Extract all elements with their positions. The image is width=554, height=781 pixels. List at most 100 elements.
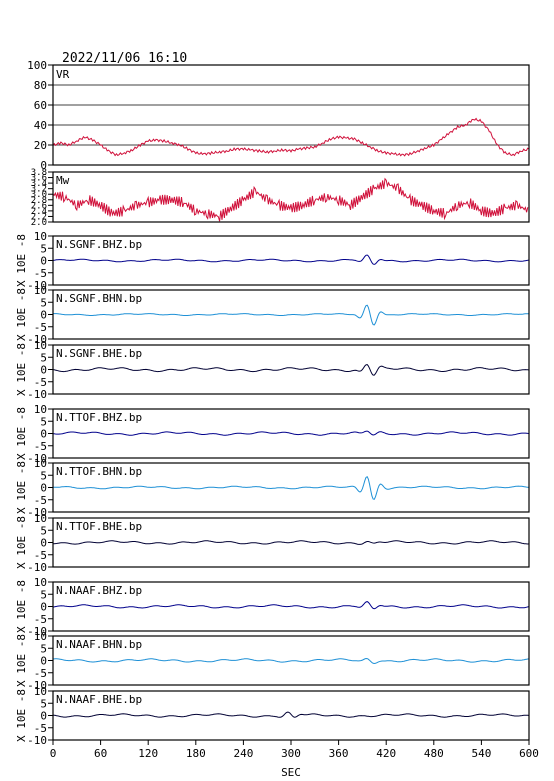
waveform-7-scale-label: X 10E -8 [15, 634, 28, 687]
waveform-8-trace [52, 711, 530, 718]
waveform-8-label: N.NAAF.BHE.bp [56, 693, 142, 706]
waveform-2-label: N.SGNF.BHE.bp [56, 347, 142, 360]
mw-ytick-label: 3.0 [31, 190, 47, 200]
waveform-4-ytick-label: -5 [34, 494, 47, 507]
vr-ytick-label: 80 [34, 79, 47, 92]
waveform-6-ytick-label: 10 [34, 576, 47, 589]
waveform-4-ytick-label: 0 [40, 482, 47, 495]
waveform-2-trace [52, 364, 530, 376]
mw-ytick-label: 3.6 [31, 174, 47, 184]
waveform-6-ytick-label: 0 [40, 601, 47, 614]
mw-ytick-label: 3.8 [31, 168, 47, 178]
waveform-5-ytick-label: -10 [27, 561, 47, 574]
waveform-6-ytick-label: -10 [27, 625, 47, 638]
waveform-1-ytick-label: 0 [40, 309, 47, 322]
waveform-1-trace [53, 304, 529, 326]
x-axis: 0 60 120 180 240 300 360 420 480 540 600 [50, 740, 539, 760]
chart-title: 2022/11/06 16:10 [62, 51, 187, 66]
x-tick-label: 240 [233, 747, 253, 760]
vr-panel-label: VR [56, 68, 70, 81]
vr-ytick-label: 40 [34, 119, 47, 132]
mw-panel-frame [52, 171, 530, 223]
x-tick-label: 600 [519, 747, 539, 760]
waveform-6-ytick-label: -5 [34, 613, 47, 626]
waveform-8-ytick-label: -5 [34, 722, 47, 735]
waveform-1-ytick-label: 10 [34, 284, 47, 297]
waveform-5-panel-frame [52, 517, 530, 568]
waveform-2-ytick-label: 5 [40, 351, 47, 364]
waveform-5-ytick-label: 5 [40, 524, 47, 537]
waveform-7-ytick-label: 5 [40, 642, 47, 655]
vr-ytick-label: 60 [34, 99, 47, 112]
x-tick-label: 540 [471, 747, 491, 760]
waveform-5-scale-label: X 10E -8 [15, 516, 28, 569]
waveform-6-scale-label: X 10E -8 [15, 580, 28, 633]
waveform-0-scale-label: X 10E -8 [15, 234, 28, 287]
waveform-0-label: N.SGNF.BHZ.bp [56, 238, 142, 251]
waveform-0-ytick-label: 0 [40, 255, 47, 268]
waveform-4-ytick-label: 10 [34, 457, 47, 470]
panel-group: 020406080100VR2.02.22.42.62.83.03.23.43.… [15, 59, 530, 747]
waveform-4-ytick-label: 5 [40, 469, 47, 482]
waveform-5-ytick-label: 10 [34, 512, 47, 525]
waveform-4-trace [52, 475, 530, 500]
waveform-6-ytick-label: 5 [40, 588, 47, 601]
waveform-8-scale-label: X 10E -8 [15, 689, 28, 742]
waveform-7-trace [52, 657, 530, 665]
x-tick-label: 480 [424, 747, 444, 760]
waveform-8-ytick-label: -10 [27, 734, 47, 747]
waveform-4-label: N.TTOF.BHN.bp [56, 465, 142, 478]
waveform-1-ytick-label: -5 [34, 321, 47, 334]
waveform-6-panel-frame [52, 581, 530, 632]
mw-ytick-label: 2.0 [31, 218, 47, 228]
waveform-1-ytick-label: -10 [27, 333, 47, 346]
mw-ytick-label: 3.4 [31, 179, 47, 189]
waveform-3-ytick-label: -5 [34, 440, 47, 453]
waveform-7-ytick-label: 0 [40, 655, 47, 668]
mw-ytick-label: 2.8 [31, 196, 47, 206]
waveform-2-panel-frame [52, 344, 530, 395]
waveform-6-trace [52, 601, 530, 610]
waveform-5-trace [53, 540, 530, 545]
waveform-5-ytick-label: -5 [34, 549, 47, 562]
mw-ytick-label: 3.2 [31, 185, 47, 195]
waveform-4-panel-frame [52, 462, 530, 513]
waveform-8-ytick-label: 5 [40, 697, 47, 710]
waveform-4-scale-label: X 10E -8 [15, 461, 28, 514]
waveform-7-panel-frame [52, 635, 530, 686]
waveform-8-ytick-label: 0 [40, 710, 47, 723]
waveform-0-panel-frame [52, 235, 530, 286]
waveform-3-trace [52, 430, 530, 436]
waveform-2-ytick-label: -10 [27, 388, 47, 401]
waveform-1-scale-label: X 10E -8 [15, 288, 28, 341]
x-tick-label: 120 [138, 747, 158, 760]
x-tick-label: 420 [376, 747, 396, 760]
waveform-0-ytick-label: 10 [34, 230, 47, 243]
waveform-3-ytick-label: 5 [40, 415, 47, 428]
vr-panel-frame [52, 64, 530, 166]
x-tick-label: 300 [281, 747, 301, 760]
vr-ytick-label: 20 [34, 139, 47, 152]
waveform-3-ytick-label: 10 [34, 403, 47, 416]
waveform-3-ytick-label: -10 [27, 452, 47, 465]
x-tick-label: 60 [94, 747, 107, 760]
waveform-7-ytick-label: -10 [27, 679, 47, 692]
waveform-5-ytick-label: 0 [40, 537, 47, 550]
waveform-2-ytick-label: -5 [34, 376, 47, 389]
x-axis-label: SEC [281, 766, 301, 779]
waveform-7-ytick-label: -5 [34, 667, 47, 680]
waveform-0-ytick-label: 5 [40, 242, 47, 255]
waveform-7-label: N.NAAF.BHN.bp [56, 638, 142, 651]
waveform-1-panel-frame [52, 289, 530, 340]
vr-series-line [52, 117, 530, 157]
x-tick-label: 0 [50, 747, 57, 760]
waveform-2-ytick-label: 10 [34, 339, 47, 352]
waveform-0-trace [52, 254, 530, 265]
waveform-0-ytick-label: -5 [34, 267, 47, 280]
waveform-3-label: N.TTOF.BHZ.bp [56, 411, 142, 424]
waveform-2-ytick-label: 0 [40, 364, 47, 377]
waveform-7-ytick-label: 10 [34, 630, 47, 643]
mw-series-line [52, 177, 529, 222]
mw-panel-label: Mw [56, 174, 70, 187]
